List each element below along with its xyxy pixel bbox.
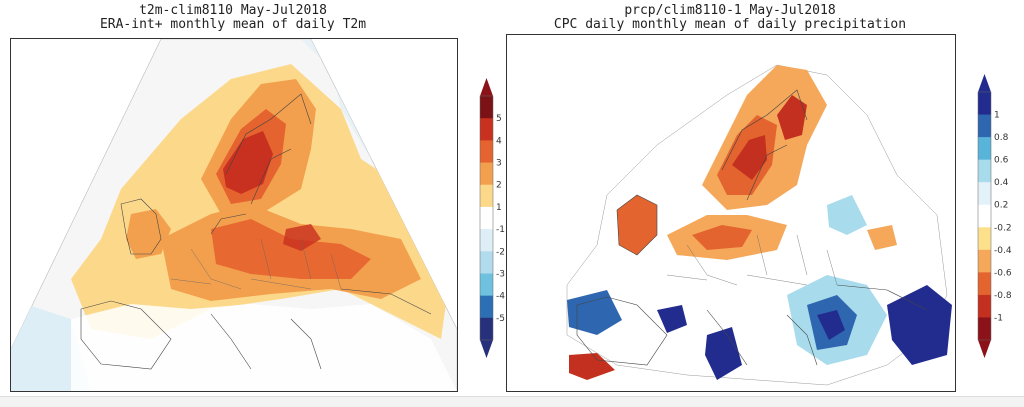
left-map-neutral-south xyxy=(71,304,457,391)
left-map-coastline xyxy=(80,93,432,370)
right-colorbar-segment xyxy=(978,272,991,296)
left-colorbar-segment xyxy=(480,184,493,208)
right-colorbar-bottom-arrow xyxy=(978,340,991,358)
left-colorbar-tick-label: -1 xyxy=(496,225,505,235)
left-colorbar-segment xyxy=(480,206,493,230)
left-colorbar-segment xyxy=(480,96,493,119)
right-map-wet-area xyxy=(705,327,742,380)
right-map-dry-area xyxy=(732,135,767,180)
left-colorbar-segment xyxy=(480,229,493,252)
right-colorbar-segment xyxy=(978,317,991,341)
left-colorbar-tick-label: 2 xyxy=(496,181,502,191)
right-map-title-line2: CPC daily monthly mean of daily precipit… xyxy=(553,17,907,32)
right-colorbar-segment xyxy=(978,92,991,116)
right-colorbar-segment xyxy=(978,114,991,138)
left-colorbar-tick-label: 3 xyxy=(496,159,502,169)
right-colorbar-segment xyxy=(978,204,991,228)
right-colorbar-segment xyxy=(978,294,991,318)
right-colorbar-tick-label: 0.6 xyxy=(994,156,1009,166)
left-map-anomaly-plus3 xyxy=(211,219,371,279)
right-map-wet-area xyxy=(887,285,952,365)
left-map-title-line2: ERA-int+ monthly mean of daily T2m xyxy=(99,17,367,32)
right-map-wet-area xyxy=(657,305,687,333)
right-colorbar-segment xyxy=(978,159,991,183)
left-colorbar-tick-label: -4 xyxy=(496,292,505,302)
right-colorbar-tick-label: 0.2 xyxy=(994,201,1008,211)
right-colorbar-outline xyxy=(977,91,992,341)
left-colorbar-tick-label: -3 xyxy=(496,269,505,279)
left-colorbar-segment xyxy=(480,162,493,186)
left-map-anomaly-plus4 xyxy=(223,131,273,194)
right-map-title-line1: prcp/clim8110-1 May-Jul2018 xyxy=(624,3,836,18)
left-map-anomaly-plus2 xyxy=(126,209,171,259)
left-colorbar-outline xyxy=(479,95,494,341)
right-colorbar-tick-label: 0.4 xyxy=(994,178,1009,188)
left-colorbar-segment xyxy=(480,317,493,341)
right-colorbar-tick-label: -0.2 xyxy=(994,223,1012,233)
right-colorbar-tick-label: -0.4 xyxy=(994,246,1012,256)
left-colorbar-top-arrow xyxy=(480,78,493,96)
left-map-canvas xyxy=(11,39,457,391)
left-map-title-line1: t2m-clim8110 May-Jul2018 xyxy=(139,3,327,18)
right-colorbar-tick-label: 1 xyxy=(994,111,1000,121)
right-precipitation-map xyxy=(506,34,956,392)
left-colorbar-segment xyxy=(480,273,493,297)
left-colorbar: 5 4 3 2 1 -1 -2 -3 -4 -5 xyxy=(474,78,514,358)
right-map-dry-area xyxy=(617,195,657,255)
left-colorbar-segment xyxy=(480,140,493,164)
right-colorbar-tick-label: -1 xyxy=(994,313,1003,323)
right-map-wet-area xyxy=(817,310,845,340)
right-colorbar-tick-label: 0.8 xyxy=(994,133,1009,143)
right-colorbar: 1 0.8 0.6 0.4 0.2 -0.2 -0.4 -0.6 -0.8 -1 xyxy=(972,74,1017,358)
right-colorbar-segment xyxy=(978,227,991,251)
right-map-borders xyxy=(666,234,838,286)
left-colorbar-tick-label: -2 xyxy=(496,247,505,257)
left-map-anomaly-plus4 xyxy=(283,224,321,251)
left-colorbar-tick-label: 4 xyxy=(496,136,502,146)
right-colorbar-top-arrow xyxy=(978,74,991,92)
right-colorbar-segment xyxy=(978,137,991,161)
left-colorbar-segment xyxy=(480,295,493,319)
right-map-dry-area xyxy=(867,225,897,250)
right-colorbar-segment xyxy=(978,249,991,273)
left-colorbar-segment xyxy=(480,118,493,141)
right-map-wet-area xyxy=(827,195,867,235)
right-colorbar-svg: 1 0.8 0.6 0.4 0.2 -0.2 -0.4 -0.6 -0.8 -1 xyxy=(977,74,1012,358)
left-colorbar-bottom-arrow xyxy=(480,340,493,358)
right-map-canvas xyxy=(566,64,952,386)
left-colorbar-tick-label: 5 xyxy=(496,114,502,124)
right-map-dry-area xyxy=(569,353,615,380)
left-temperature-map xyxy=(10,38,458,392)
right-colorbar-tick-label: -0.8 xyxy=(994,291,1012,301)
right-map-wet-area xyxy=(567,290,622,335)
left-colorbar-segment xyxy=(480,251,493,274)
right-colorbar-segment xyxy=(978,182,991,206)
right-map-dry-area xyxy=(777,95,807,140)
right-map-coastline xyxy=(576,89,928,366)
page-bottom-strip xyxy=(0,396,1024,407)
right-colorbar-tick-label: -0.6 xyxy=(994,268,1012,278)
left-colorbar-svg: 5 4 3 2 1 -1 -2 -3 -4 -5 xyxy=(479,78,505,358)
left-colorbar-tick-label: -5 xyxy=(496,314,505,324)
left-map-borders xyxy=(170,238,342,290)
right-map-dry-area xyxy=(692,225,752,250)
left-colorbar-tick-label: 1 xyxy=(496,203,502,213)
